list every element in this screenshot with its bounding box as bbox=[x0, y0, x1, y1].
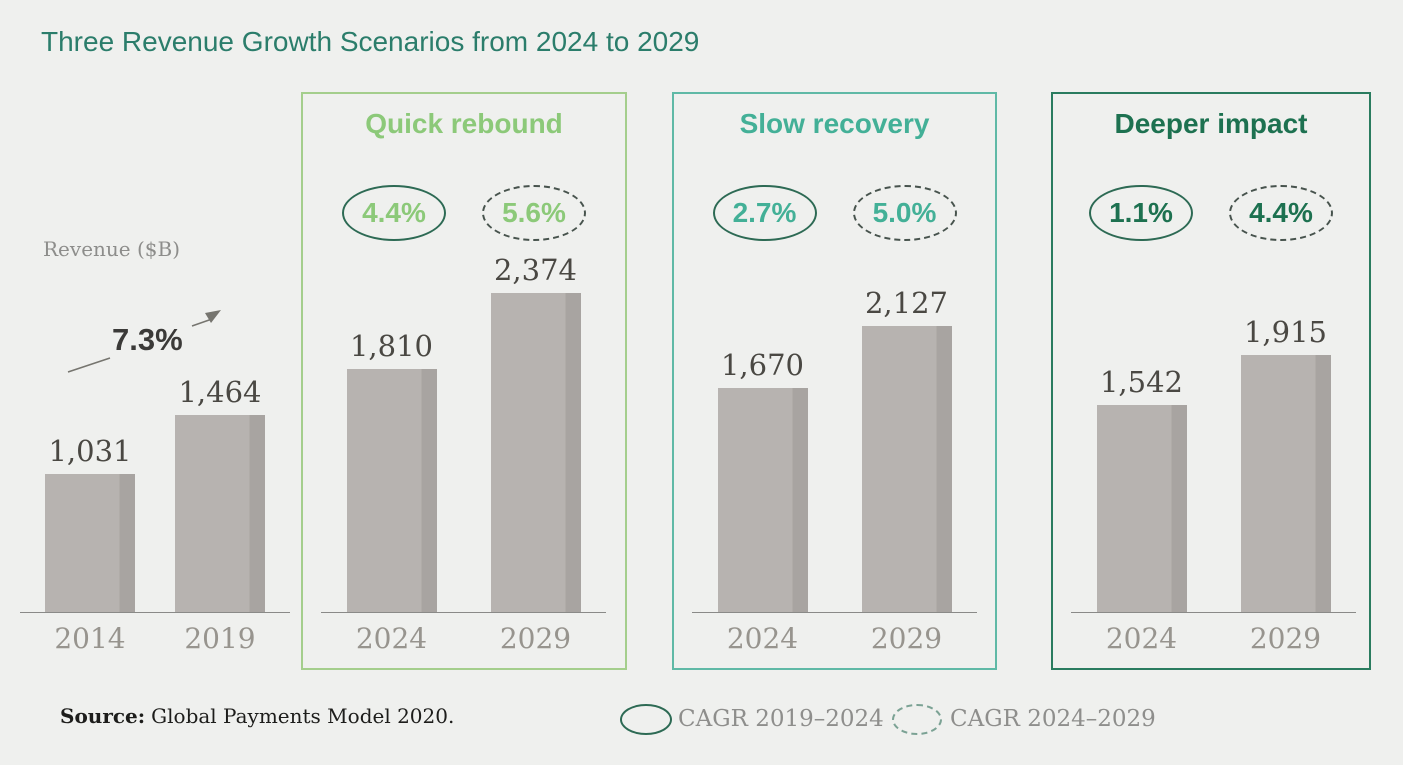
scenario-title: Deeper impact bbox=[1114, 108, 1308, 139]
cagr-2024-2029-badge: 4.4% bbox=[1229, 185, 1333, 241]
scenario-box-slow-recovery: Slow recovery 2.7% 5.0% bbox=[672, 92, 997, 670]
bar-slow-recovery-2029: 2,127 2029 bbox=[861, 286, 952, 655]
x-axis-tick: 2029 bbox=[870, 622, 943, 655]
cagr-value: 1.1% bbox=[1109, 197, 1173, 228]
bar-value-label: 1,542 bbox=[1099, 365, 1184, 399]
cagr-value: 5.6% bbox=[502, 197, 566, 228]
x-axis-tick: 2014 bbox=[54, 622, 126, 655]
cagr-2019-2024-badge: 1.1% bbox=[1089, 185, 1193, 241]
cagr-2019-2024-badge: 2.7% bbox=[712, 185, 817, 241]
cagr-badges: 2.7% 5.0% bbox=[674, 185, 995, 241]
cagr-badges: 4.4% 5.6% bbox=[303, 185, 625, 241]
legend-solid-oval-icon bbox=[620, 704, 672, 735]
source-prefix: Source: bbox=[60, 704, 146, 728]
legend-label-cagr-2024-2029: CAGR 2024–2029 bbox=[950, 706, 1156, 732]
bar-historical-2019: 1,464 2019 bbox=[175, 375, 265, 655]
scenario-box-quick-rebound: Quick rebound 4.4% 5.6% bbox=[301, 92, 627, 670]
bar-value-label: 1,810 bbox=[349, 329, 434, 363]
page-title: Three Revenue Growth Scenarios from 2024… bbox=[41, 26, 700, 57]
bar-quick-rebound-2029: 2,374 2029 bbox=[490, 253, 581, 655]
x-axis-tick: 2024 bbox=[1105, 622, 1178, 655]
cagr-value: 5.0% bbox=[872, 197, 937, 228]
cagr-badges: 1.1% 4.4% bbox=[1053, 185, 1369, 241]
legend-dashed-oval-icon bbox=[892, 704, 942, 735]
bar-chart-historical: 1,031 2014 1,464 2019 bbox=[20, 282, 290, 655]
scenario-box-deeper-impact: Deeper impact 1.1% 4.4% bbox=[1051, 92, 1371, 670]
cagr-value: 2.7% bbox=[732, 197, 797, 228]
bar-historical-2014: 1,031 2014 bbox=[45, 434, 135, 655]
source-note: Source: Global Payments Model 2020. bbox=[60, 704, 454, 728]
scenario-title: Slow recovery bbox=[739, 108, 930, 139]
cagr-2024-2029-badge: 5.0% bbox=[852, 185, 957, 241]
y-axis-label: Revenue ($B) bbox=[43, 237, 181, 261]
bar-chart-deeper-impact: 1,542 2024 1,915 2029 bbox=[1071, 282, 1356, 655]
bar-slow-recovery-2024: 1,670 2024 bbox=[717, 348, 808, 655]
bar-value-label: 2,127 bbox=[864, 286, 949, 320]
x-axis-tick: 2024 bbox=[355, 622, 428, 655]
bar-value-label: 2,374 bbox=[493, 253, 578, 287]
cagr-2019-2024-badge: 4.4% bbox=[342, 185, 446, 241]
source-text: Global Payments Model 2020. bbox=[151, 704, 455, 728]
cagr-value: 4.4% bbox=[362, 197, 426, 228]
bar-deeper-impact-2024: 1,542 2024 bbox=[1096, 365, 1187, 655]
legend-label-cagr-2019-2024: CAGR 2019–2024 bbox=[678, 706, 884, 732]
bar-value-label: 1,464 bbox=[178, 375, 262, 409]
bar-deeper-impact-2029: 1,915 2029 bbox=[1240, 315, 1331, 655]
bar-value-label: 1,670 bbox=[720, 348, 805, 382]
x-axis-tick: 2029 bbox=[499, 622, 572, 655]
bar-chart-slow-recovery: 1,670 2024 2,127 2029 bbox=[692, 282, 977, 655]
x-axis-tick: 2024 bbox=[726, 622, 799, 655]
cagr-2024-2029-badge: 5.6% bbox=[482, 185, 586, 241]
cagr-value: 4.4% bbox=[1249, 197, 1313, 228]
historical-cagr-label: 7.3% bbox=[112, 322, 183, 357]
bar-value-label: 1,915 bbox=[1243, 315, 1328, 349]
x-axis-tick: 2019 bbox=[184, 622, 256, 655]
bar-value-label: 1,031 bbox=[48, 434, 132, 468]
bar-chart-quick-rebound: 1,810 2024 2,374 2029 bbox=[321, 253, 606, 655]
x-axis-tick: 2029 bbox=[1249, 622, 1322, 655]
bar-quick-rebound-2024: 1,810 2024 bbox=[346, 329, 437, 655]
scenario-title: Quick rebound bbox=[365, 108, 563, 139]
growth-arrow-icon bbox=[67, 310, 221, 373]
